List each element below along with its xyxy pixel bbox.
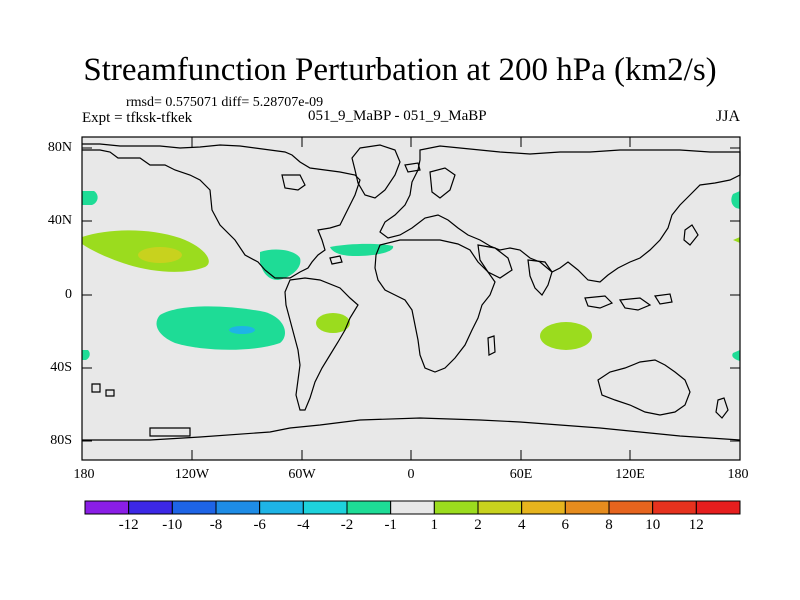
lon-label-120w: 120W bbox=[174, 467, 210, 482]
colorbar-label: 10 bbox=[645, 517, 661, 533]
rmsd-stats: rmsd= 0.575071 diff= 5.28707e-09 bbox=[126, 95, 324, 110]
coast-hudson-bay bbox=[281, 174, 306, 191]
colorbar-box bbox=[128, 500, 173, 515]
coast-scandinavia bbox=[429, 167, 456, 199]
colorbar-label: 8 bbox=[605, 517, 613, 533]
colorbar-box bbox=[433, 500, 479, 515]
colorbar-label: -8 bbox=[209, 517, 223, 533]
plot-title: Streamfunction Perturbation at 200 hPa (… bbox=[83, 52, 717, 88]
colorbar-box bbox=[171, 500, 217, 515]
coast-new-zealand bbox=[715, 397, 729, 419]
lat-label-80s: 80S bbox=[50, 433, 72, 448]
anomaly-shading bbox=[82, 191, 740, 361]
colorbar-box bbox=[564, 500, 610, 515]
coast-caribbean-islands bbox=[329, 255, 343, 265]
coast-north-america bbox=[82, 143, 361, 279]
colorbar-box bbox=[346, 500, 392, 515]
lon-label-60e: 60E bbox=[509, 467, 533, 482]
colorbar-label: -1 bbox=[384, 517, 397, 533]
coast-ross-shelf bbox=[149, 427, 191, 437]
experiment-pair-label: 051_9_MaBP - 051_9_MaBP bbox=[308, 108, 487, 124]
colorbar-box bbox=[521, 500, 566, 515]
lon-label-120e: 120E bbox=[615, 467, 645, 482]
lat-label-0: 0 bbox=[65, 287, 72, 302]
coast-australia bbox=[597, 359, 691, 416]
patch-caribbean-negative bbox=[260, 249, 301, 280]
colorbar-label: -10 bbox=[162, 517, 183, 533]
lat-label-40s: 40S bbox=[50, 360, 72, 375]
experiment-label: Expt = tfksk-tfkek bbox=[82, 110, 193, 126]
coast-africa bbox=[374, 239, 496, 373]
colorbar-label: -2 bbox=[340, 517, 354, 533]
colorbar-box bbox=[608, 500, 654, 515]
colorbar-box bbox=[302, 500, 348, 515]
coast-eurasia bbox=[379, 145, 741, 283]
colorbar-box bbox=[390, 500, 435, 515]
coast-indonesia bbox=[584, 293, 673, 311]
coastlines bbox=[82, 143, 741, 441]
coast-india bbox=[527, 259, 553, 296]
lon-label-0: 0 bbox=[407, 467, 415, 482]
colorbar bbox=[84, 500, 741, 515]
patch-north-pacific-core bbox=[138, 247, 182, 263]
patch-south-pacific-core bbox=[229, 326, 255, 334]
patch-west-edge-south bbox=[82, 350, 90, 360]
lat-label-80n: 80N bbox=[47, 140, 72, 155]
coast-antarctica bbox=[82, 417, 741, 441]
colorbar-box bbox=[84, 500, 130, 515]
coast-iceland bbox=[404, 162, 421, 173]
patch-south-pacific-negative bbox=[156, 306, 285, 350]
lon-label-180w: 180 bbox=[73, 467, 95, 482]
colorbar-label: -4 bbox=[297, 517, 310, 533]
axis-ticks bbox=[82, 137, 740, 460]
coast-south-america bbox=[284, 277, 359, 411]
colorbar-label: 4 bbox=[517, 517, 526, 533]
coast-japan bbox=[683, 224, 699, 246]
lat-label-40n: 40N bbox=[47, 213, 72, 228]
colorbar-box bbox=[695, 500, 741, 515]
lon-label-60w: 60W bbox=[288, 467, 316, 482]
colorbar-box bbox=[215, 500, 261, 515]
patch-east-edge-north bbox=[731, 191, 740, 209]
coast-arabia bbox=[477, 244, 513, 279]
colorbar-label: 1 bbox=[430, 517, 439, 533]
coast-greenland bbox=[351, 144, 401, 199]
colorbar-box bbox=[652, 500, 697, 515]
season-label: JJA bbox=[716, 108, 741, 125]
patch-east-edge-mid bbox=[733, 237, 740, 243]
patch-south-america-positive bbox=[316, 313, 350, 333]
coast-hawaii bbox=[91, 383, 115, 397]
patch-indian-ocean-positive bbox=[540, 322, 592, 350]
colorbar-label: 2 bbox=[474, 517, 482, 533]
colorbar-label: -6 bbox=[253, 517, 266, 533]
colorbar-label: 12 bbox=[688, 517, 704, 533]
colorbar-label: 6 bbox=[561, 517, 570, 533]
patch-east-edge-south bbox=[732, 350, 740, 361]
patch-west-edge-north bbox=[82, 191, 98, 205]
lon-label-180e: 180 bbox=[727, 467, 749, 482]
colorbar-box bbox=[477, 500, 523, 515]
colorbar-label: -12 bbox=[118, 517, 139, 533]
colorbar-box bbox=[259, 500, 304, 515]
coast-madagascar bbox=[487, 335, 496, 356]
